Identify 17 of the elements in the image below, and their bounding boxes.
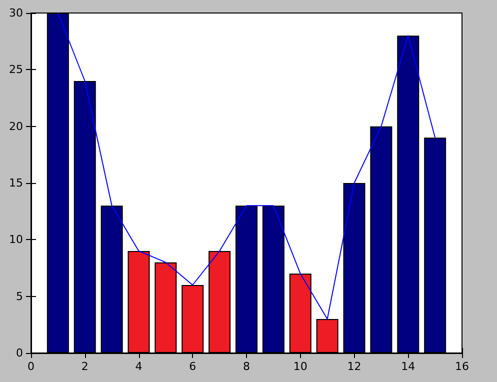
x-tick-label: 4 [135,360,142,373]
y-tick-label: 10 [9,233,23,246]
x-tick-label: 16 [455,360,469,373]
y-tick-label: 5 [16,290,23,303]
y-tick-label: 0 [16,346,23,360]
y-tick-label: 15 [9,176,23,190]
x-tick-label: 12 [347,360,362,373]
x-tick-label: 0 [28,360,34,373]
line-series [57,12,436,320]
x-tick-label: 6 [189,360,196,373]
x-tick-label: 8 [243,360,250,373]
y-tick-label: 20 [9,120,23,133]
y-tick-label: 30 [9,6,23,20]
y-tick-label: 25 [9,63,23,76]
x-tick-label: 10 [293,360,308,373]
x-tick-label: 2 [81,360,88,373]
x-tick-label: 14 [401,360,416,373]
